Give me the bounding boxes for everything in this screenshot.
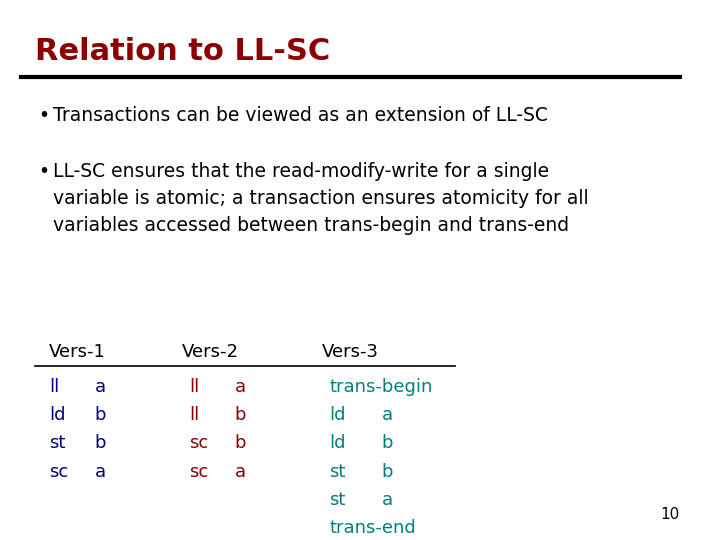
Text: sc: sc xyxy=(189,463,208,481)
Text: 10: 10 xyxy=(660,507,680,522)
Text: Vers-3: Vers-3 xyxy=(323,343,379,361)
Text: sc: sc xyxy=(49,463,68,481)
Text: Vers-2: Vers-2 xyxy=(182,343,239,361)
Text: a: a xyxy=(382,491,393,509)
Text: ll: ll xyxy=(49,378,59,396)
Text: b: b xyxy=(382,435,393,453)
Text: trans-begin: trans-begin xyxy=(329,378,433,396)
Text: LL-SC ensures that the read-modify-write for a single: LL-SC ensures that the read-modify-write… xyxy=(53,163,549,181)
Text: a: a xyxy=(235,378,246,396)
Text: ld: ld xyxy=(329,435,346,453)
Text: a: a xyxy=(94,463,106,481)
Text: trans-end: trans-end xyxy=(329,519,416,537)
Text: ld: ld xyxy=(329,406,346,424)
Text: a: a xyxy=(235,463,246,481)
Text: a: a xyxy=(94,378,106,396)
Text: st: st xyxy=(329,463,346,481)
Text: ll: ll xyxy=(189,406,199,424)
Text: b: b xyxy=(94,435,106,453)
Text: ll: ll xyxy=(189,378,199,396)
Text: Transactions can be viewed as an extension of LL-SC: Transactions can be viewed as an extensi… xyxy=(53,106,547,125)
Text: Vers-1: Vers-1 xyxy=(49,343,106,361)
Text: ld: ld xyxy=(49,406,66,424)
Text: st: st xyxy=(49,435,66,453)
Text: b: b xyxy=(94,406,106,424)
Text: st: st xyxy=(329,491,346,509)
Text: b: b xyxy=(235,435,246,453)
Text: sc: sc xyxy=(189,435,208,453)
Text: a: a xyxy=(382,406,393,424)
Text: variable is atomic; a transaction ensures atomicity for all: variable is atomic; a transaction ensure… xyxy=(53,189,588,208)
Text: Relation to LL-SC: Relation to LL-SC xyxy=(35,37,330,66)
Text: variables accessed between trans-begin and trans-end: variables accessed between trans-begin a… xyxy=(53,215,569,234)
Text: •: • xyxy=(39,106,50,125)
Text: b: b xyxy=(235,406,246,424)
Text: b: b xyxy=(382,463,393,481)
Text: •: • xyxy=(39,163,50,181)
